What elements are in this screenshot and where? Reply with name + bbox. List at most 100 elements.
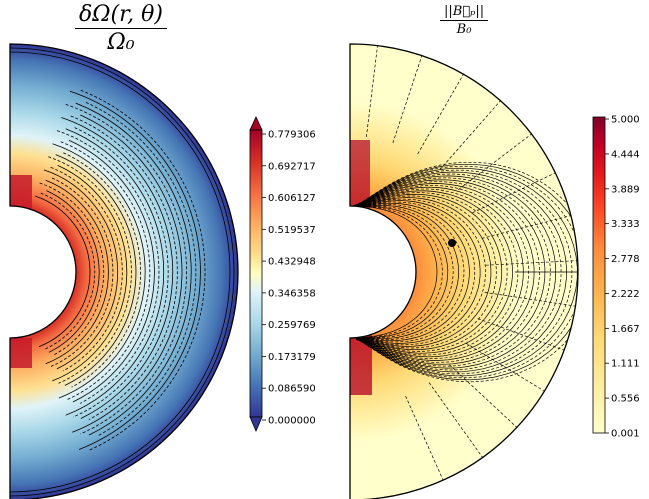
bfield-contour [353,197,492,347]
omega-contour [10,47,235,497]
bfield-contour [392,55,423,144]
colorbar-tick-label: 0.692717 [268,161,316,172]
bfield-contour [465,342,545,392]
bfield-contour [353,201,476,343]
bfield-contour [353,161,578,383]
omega-contour [68,139,155,403]
omega-title-numerator: δΩ(r, θ) [79,2,163,27]
colorbar-tick-label: 0.173179 [268,352,316,363]
omega-contour [80,89,206,452]
omega-contour [75,102,192,436]
omega-boundary [9,43,239,499]
omega-contour [63,152,142,388]
colorbar-tick-label: 0.086590 [268,384,316,395]
bfield-contour [353,163,578,381]
bfield-title: ||B⃗ₚ|| B₀ [440,4,489,37]
omega-contour [56,130,160,404]
bfield-contour [353,179,546,365]
bfield-title-numerator: ||B⃗ₚ|| [444,4,485,19]
bfield-colorbar-bar [592,116,606,434]
bfield-contour [353,188,519,356]
omega-contour [65,104,187,435]
bfield-boundary [349,43,579,499]
omega-contour [40,192,96,350]
bfield-contour [353,169,573,375]
omega-title: δΩ(r, θ) Ω₀ [75,2,167,55]
omega-contour [61,117,174,419]
colorbar-tick-label: 0.606127 [268,193,316,204]
omega-contour [35,195,91,347]
colorbar-tick-label: 0.779306 [268,130,316,141]
colorbar-tick-label: 0.259769 [268,320,316,331]
omega-colorbar-extend-max [249,116,263,131]
colorbar-tick-label: 1.667 [611,324,640,335]
bfield-contour [472,172,556,214]
omega-panel [9,43,239,499]
bfield-contour [353,200,481,344]
bfield-contour [353,204,465,340]
omega-title-denominator: Ω₀ [75,28,167,55]
omega-axis-hotspot-lower [10,338,32,368]
omega-contour [43,169,119,370]
omega-contour [46,190,100,353]
bfield-contour [485,260,578,266]
omega-contour [52,165,128,382]
bfield-contour [417,74,464,155]
bfield-contour [353,165,578,379]
colorbar-tick-label: 0.556 [611,394,640,405]
colorbar-tick-label: 0.000000 [268,416,316,427]
omega-contour [70,115,178,420]
omega-contour [85,102,197,437]
omega-field [10,44,238,499]
colorbar-tick-label: 0.519537 [268,225,316,236]
omega-contour [48,156,132,384]
omega-contour [55,154,137,386]
bfield-contour [428,382,483,458]
bfield-contour [353,205,438,339]
omega-axis-hotspot-upper [10,175,32,210]
bfield-contour [366,45,378,138]
colorbar-tick-label: 5.000 [611,115,640,126]
colorbar-tick-label: 1.111 [611,359,640,370]
bfield-contour [353,167,578,377]
omega-contour [69,90,201,450]
omega-contour [50,167,123,372]
colorbar-tick-label: 0.346358 [268,288,316,299]
bfield-contour [353,198,486,346]
bfield-contour [353,181,540,363]
bfield-contour [353,192,508,352]
bfield-contour [353,205,454,339]
bfield-contour-lines [353,45,578,481]
colorbar-tick-label: 0.001 [611,429,640,440]
bfield-contour [353,175,557,369]
bfield-null-point [448,239,456,247]
bfield-contour [353,205,449,339]
colorbar-tick-label: 2.778 [611,254,640,265]
colorbar-tick-label: 3.333 [611,219,640,230]
omega-contour [45,179,109,365]
omega-contour [65,128,165,416]
bfield-contour [449,364,518,428]
bfield-colorbar: 5.000 4.444 3.889 3.333 2.778 2.222 1.667 1.111… [592,115,640,440]
omega-contour [72,114,183,433]
colorbar-tick-label: 2.222 [611,289,640,300]
omega-colorbar-bar [249,129,263,418]
bfield-contour [353,193,503,351]
bfield-contour [353,173,562,371]
bfield-contour [458,133,532,190]
omega-contour [10,51,231,493]
colorbar-tick-label: 3.889 [611,184,640,195]
omega-colorbar: 0.779306 0.692717 0.606127 0.519537 0.432948… [249,116,316,433]
bfield-contour [353,183,535,361]
colorbar-tick-label: 4.444 [611,149,640,160]
bfield-contour [405,395,444,481]
bfield-title-denominator: B₀ [440,20,489,37]
omega-colorbar-extend-min [249,416,263,433]
bfield-contour [353,204,459,340]
bfield-contour [477,318,565,351]
bfield-axis-hotspot-upper [350,140,370,210]
bfield-axis-hotspot-lower [350,335,372,395]
bfield-panel [349,43,579,499]
bfield-contour [484,291,576,307]
